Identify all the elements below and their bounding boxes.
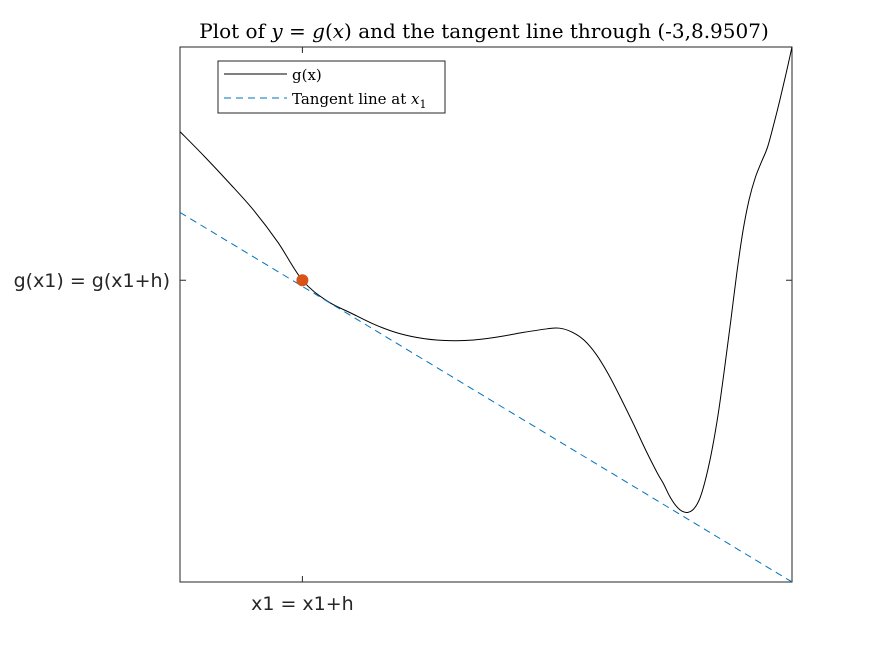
plot-area: x1 = x1+h g(x1) = g(x1+h) (14, 46, 793, 615)
title-math-y: y (270, 19, 283, 43)
title-math-x: x (333, 19, 344, 43)
series-group (180, 47, 792, 582)
title-math-g: g (312, 19, 325, 43)
x-tick-label: x1 = x1+h (251, 593, 354, 615)
title-part-2: = (283, 19, 312, 43)
legend-math-sub: 1 (420, 98, 427, 111)
legend-math-x: x (406, 90, 420, 108)
chart-title: Plot of y = g(x) and the tangent line th… (199, 19, 769, 43)
legend-label-g: g(x) (292, 66, 322, 84)
series-line-g (180, 47, 792, 513)
title-part-3: ( (325, 19, 333, 43)
y-tick-label: g(x1) = g(x1+h) (14, 270, 170, 292)
legend-label-tangent-text: Tangent line at (292, 90, 406, 108)
legend-box (217, 60, 446, 114)
legend-label-tangent: Tangent line at x1 (292, 90, 427, 111)
legend: g(x) Tangent line at x1 (217, 60, 446, 114)
axes-box (179, 46, 793, 583)
point-marker (296, 274, 309, 287)
title-part-1: Plot of (199, 19, 271, 43)
title-part-4: ) and the tangent line through (-3,8.950… (344, 19, 769, 43)
